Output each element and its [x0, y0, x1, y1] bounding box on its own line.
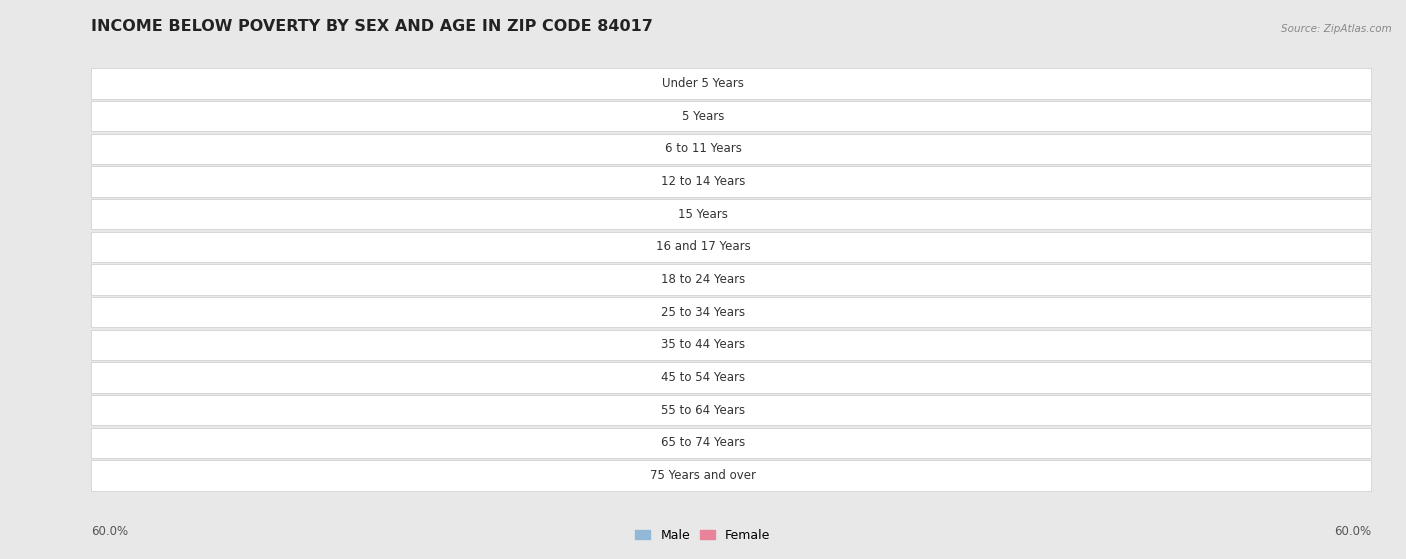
Bar: [489, 173, 562, 191]
Text: 0.0%: 0.0%: [848, 274, 876, 285]
Bar: [844, 238, 1073, 256]
Text: 65 to 74 Years: 65 to 74 Years: [661, 437, 745, 449]
Bar: [558, 205, 562, 223]
Bar: [844, 401, 848, 419]
Text: 15.7%: 15.7%: [984, 78, 1019, 88]
Text: 3.4%: 3.4%: [558, 340, 586, 350]
Text: 0.0%: 0.0%: [558, 111, 586, 121]
Text: Under 5 Years: Under 5 Years: [662, 77, 744, 90]
Text: 1.9%: 1.9%: [558, 372, 586, 382]
Bar: [536, 336, 562, 354]
Bar: [558, 107, 562, 125]
Bar: [844, 434, 945, 452]
Text: 18 to 24 Years: 18 to 24 Years: [661, 273, 745, 286]
Bar: [844, 467, 848, 485]
Bar: [844, 303, 928, 321]
Bar: [509, 303, 562, 321]
Text: 0.0%: 0.0%: [558, 471, 586, 481]
Text: 3.7%: 3.7%: [558, 78, 586, 88]
Text: 25 to 34 Years: 25 to 34 Years: [661, 306, 745, 319]
Text: 15.7%: 15.7%: [984, 177, 1019, 187]
Bar: [844, 336, 858, 354]
Bar: [844, 107, 1032, 125]
Text: 9.5%: 9.5%: [558, 177, 586, 187]
Text: 0.0%: 0.0%: [558, 209, 586, 219]
Text: 12 to 14 Years: 12 to 14 Years: [661, 175, 745, 188]
Bar: [844, 205, 1364, 223]
Text: 16 and 17 Years: 16 and 17 Years: [655, 240, 751, 253]
Bar: [558, 467, 562, 485]
Bar: [537, 271, 562, 288]
Text: 6 to 11 Years: 6 to 11 Years: [665, 143, 741, 155]
Text: INCOME BELOW POVERTY BY SEX AND AGE IN ZIP CODE 84017: INCOME BELOW POVERTY BY SEX AND AGE IN Z…: [91, 18, 654, 34]
Text: 26.5%: 26.5%: [1078, 242, 1114, 252]
Text: 35 to 44 Years: 35 to 44 Years: [661, 338, 745, 352]
Bar: [453, 434, 562, 452]
Bar: [844, 368, 848, 386]
Text: 14.1%: 14.1%: [558, 438, 593, 448]
Bar: [513, 140, 562, 158]
Text: 11.7%: 11.7%: [949, 438, 984, 448]
Text: 9.8%: 9.8%: [934, 307, 962, 317]
Text: 55 to 64 Years: 55 to 64 Years: [661, 404, 745, 416]
Bar: [844, 74, 980, 92]
Bar: [844, 271, 848, 288]
Text: 3.3%: 3.3%: [558, 274, 586, 285]
Text: 7.0%: 7.0%: [558, 307, 586, 317]
Text: 0.0%: 0.0%: [848, 372, 876, 382]
Text: 60.0%: 60.0%: [1319, 209, 1357, 219]
Text: 45 to 54 Years: 45 to 54 Years: [661, 371, 745, 384]
Bar: [844, 173, 980, 191]
Text: 1.7%: 1.7%: [863, 340, 891, 350]
Legend: Male, Female: Male, Female: [630, 524, 776, 547]
Bar: [534, 74, 562, 92]
Bar: [844, 140, 905, 158]
Bar: [498, 401, 562, 419]
Bar: [548, 368, 562, 386]
Text: 21.7%: 21.7%: [1036, 111, 1071, 121]
Text: 6.3%: 6.3%: [558, 144, 586, 154]
Text: 5 Years: 5 Years: [682, 110, 724, 122]
Text: 75 Years and over: 75 Years and over: [650, 469, 756, 482]
Text: 60.0%: 60.0%: [91, 525, 128, 538]
Text: 0.0%: 0.0%: [848, 405, 876, 415]
Text: 0.0%: 0.0%: [558, 242, 586, 252]
Text: 15 Years: 15 Years: [678, 207, 728, 221]
Text: Source: ZipAtlas.com: Source: ZipAtlas.com: [1281, 23, 1392, 34]
Text: 60.0%: 60.0%: [1334, 525, 1371, 538]
Text: 7.1%: 7.1%: [910, 144, 938, 154]
Text: 0.0%: 0.0%: [848, 471, 876, 481]
Bar: [558, 238, 562, 256]
Text: 8.3%: 8.3%: [558, 405, 586, 415]
